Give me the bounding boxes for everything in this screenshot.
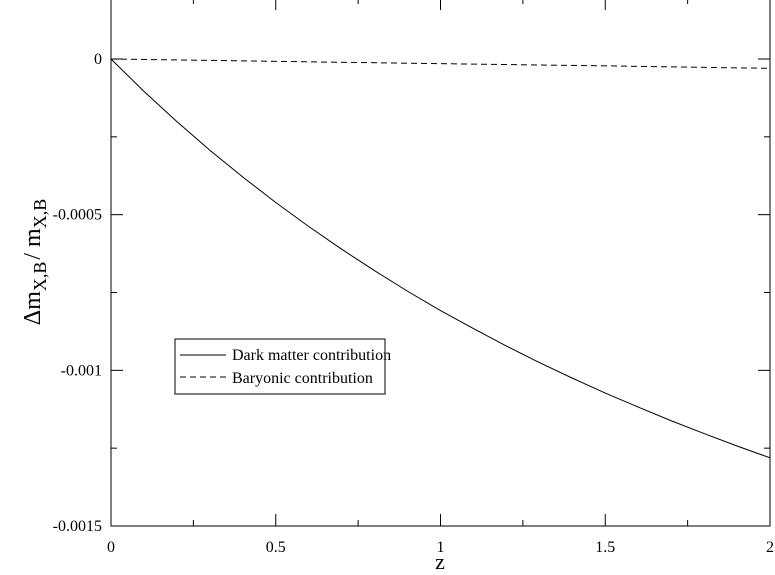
axis-ticks <box>110 0 771 527</box>
x-tick-label: 1.5 <box>595 539 615 556</box>
x-axis-title: z <box>435 549 445 574</box>
series-line-dark-matter <box>110 58 771 459</box>
y-tick-label: -0.0015 <box>53 518 102 535</box>
plot-frame <box>110 0 771 527</box>
x-tick-labels: 0 0.5 1 1.5 2 <box>107 539 774 556</box>
y-tick-label: 0 <box>94 51 102 68</box>
y-tick-labels: 0 -0.0005 -0.001 -0.0015 <box>53 51 102 535</box>
y-axis-title-sub2: X,B <box>30 199 50 229</box>
y-axis-title: ΔmX,B/ mX,B <box>20 199 50 325</box>
series-lines <box>110 58 771 459</box>
x-tick-label: 2 <box>766 539 774 556</box>
y-axis-title-sub1: X,B <box>30 262 50 292</box>
y-axis-title-sep: / m <box>20 228 46 260</box>
x-tick-label: 0.5 <box>266 539 286 556</box>
y-axis-title-base: Δm <box>20 291 46 325</box>
series-line-baryonic <box>110 58 771 69</box>
y-tick-label: -0.0005 <box>53 207 102 224</box>
legend-label-baryonic: Baryonic contribution <box>232 370 373 387</box>
legend-box <box>174 338 386 395</box>
y-tick-label: -0.001 <box>61 362 102 379</box>
x-tick-label: 1 <box>437 539 445 556</box>
legend: Dark matter contribution Baryonic contri… <box>174 338 391 395</box>
x-tick-label: 0 <box>107 539 115 556</box>
legend-label-dark-matter: Dark matter contribution <box>232 347 391 364</box>
